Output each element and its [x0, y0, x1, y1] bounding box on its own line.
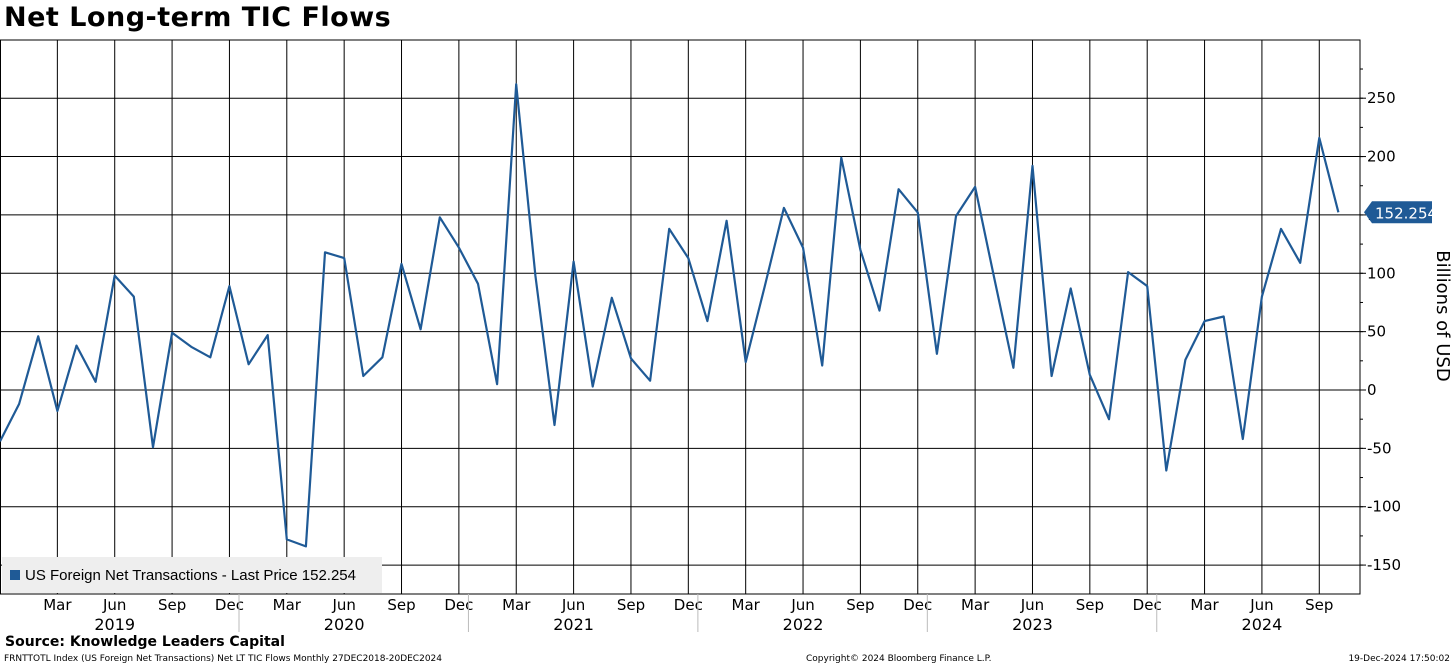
last-price-value: 152.254: [1375, 204, 1437, 222]
y-tick-label: -100: [1367, 498, 1401, 516]
x-tick-label: Dec: [215, 596, 244, 614]
series-group: [0, 83, 1340, 548]
x-tick-label: Sep: [158, 596, 186, 614]
plot-frame: [0, 39, 1361, 595]
x-tick-label: Jun: [331, 596, 355, 614]
x-tick-label: Dec: [1133, 596, 1162, 614]
x-tick-label: Mar: [1190, 596, 1219, 614]
x-tick-label: Jun: [102, 596, 126, 614]
year-label: 2020: [324, 615, 365, 634]
x-tick-label: Mar: [273, 596, 302, 614]
x-tick-label: Jun: [1020, 596, 1044, 614]
series-line-us-foreign-net-transactions: [0, 83, 1340, 548]
y-axis-label: Billions of USD: [1432, 250, 1453, 381]
y-axis: -150-100-50050100150200250: [1360, 68, 1401, 574]
x-tick-label: Mar: [732, 596, 761, 614]
x-tick-label: Jun: [1249, 596, 1273, 614]
x-tick-label: Mar: [961, 596, 990, 614]
y-tick-label: 200: [1367, 148, 1396, 166]
y-tick-label: 100: [1367, 264, 1396, 282]
x-tick-label: Sep: [1076, 596, 1104, 614]
x-tick-label: Sep: [846, 596, 874, 614]
source-note: Source: Knowledge Leaders Capital: [5, 634, 285, 650]
legend-swatch: [10, 570, 20, 580]
y-tick-label: 250: [1367, 89, 1396, 107]
legend: US Foreign Net Transactions - Last Price…: [2, 557, 382, 593]
y-tick-label: 0: [1367, 381, 1377, 399]
footer-index-description: FRNTTOTL Index (US Foreign Net Transacti…: [4, 654, 442, 664]
footer-copyright: Copyright© 2024 Bloomberg Finance L.P.: [806, 654, 992, 664]
x-tick-label: Jun: [561, 596, 585, 614]
y-tick-label: 50: [1367, 323, 1386, 341]
last-price-tag: 152.254: [1364, 201, 1437, 224]
x-tick-label: Jun: [790, 596, 814, 614]
year-label: 2019: [94, 615, 135, 634]
plot-border: [0, 39, 1361, 595]
x-tick-label: Dec: [444, 596, 473, 614]
footer-timestamp: 19-Dec-2024 17:50:02: [1348, 654, 1450, 664]
chart-title: Net Long-term TIC Flows: [4, 2, 392, 33]
year-label: 2022: [783, 615, 824, 634]
x-tick-label: Sep: [1305, 596, 1333, 614]
grid-lines: [0, 40, 1360, 594]
x-tick-label: Sep: [387, 596, 415, 614]
x-axis: Mar Jun Sep Dec Mar Jun Sep Dec Mar Jun Sep Dec Mar J…: [43, 594, 1333, 634]
y-tick-label: -150: [1367, 556, 1401, 574]
year-label: 2023: [1012, 615, 1053, 634]
x-tick-label: Mar: [43, 596, 72, 614]
legend-label: US Foreign Net Transactions - Last Price…: [25, 566, 356, 584]
year-label: 2024: [1242, 615, 1283, 634]
x-tick-label: Dec: [674, 596, 703, 614]
x-tick-label: Sep: [617, 596, 645, 614]
x-tick-label: Dec: [903, 596, 932, 614]
last-price-badge: [1364, 201, 1432, 224]
year-label: 2021: [553, 615, 594, 634]
x-tick-label: Mar: [502, 596, 531, 614]
y-tick-label: -50: [1367, 439, 1392, 457]
